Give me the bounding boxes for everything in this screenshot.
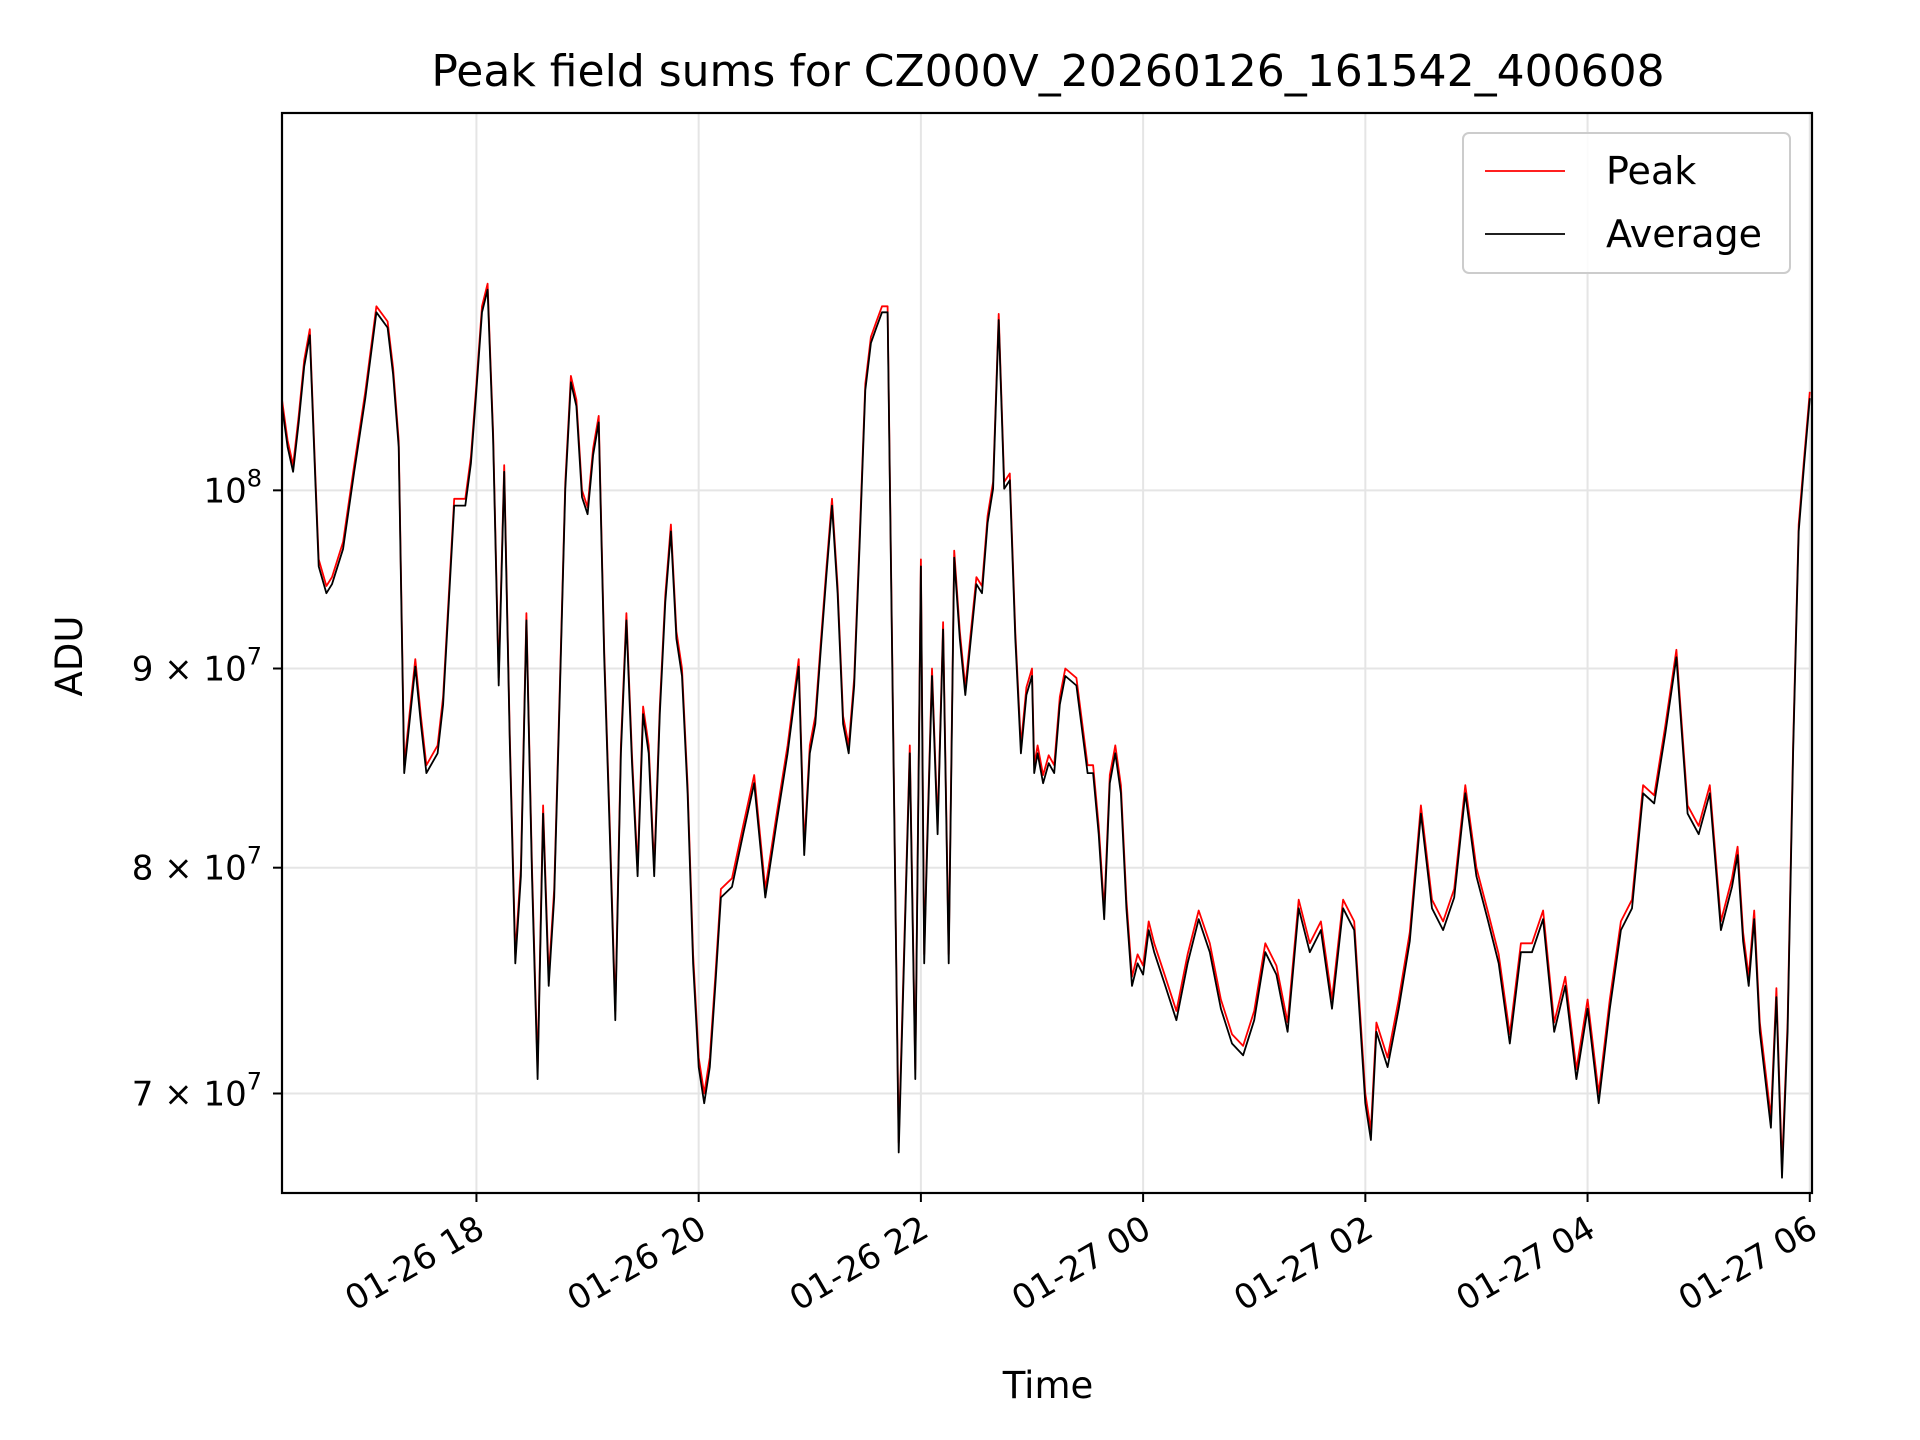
series-line-average (282, 288, 1811, 1179)
y-tick-label: 8 × 107 (132, 842, 262, 889)
chart-title: Peak field sums for CZ000V_20260126_1615… (431, 46, 1664, 97)
y-axis-label: ADU (48, 616, 91, 697)
y-tick-label: 108 (203, 464, 262, 511)
legend-box (1462, 132, 1791, 274)
plot-frame (280, 111, 1814, 1195)
legend: Peak Average (1462, 132, 1791, 274)
legend-label: Peak (1606, 149, 1696, 193)
legend-label: Average (1606, 212, 1762, 256)
x-axis-label: Time (1002, 1364, 1094, 1407)
y-axis: 108 9 × 107 8 × 107 7 × 107 (132, 464, 282, 1114)
y-tick-label: 9 × 107 (132, 643, 262, 690)
y-tick-label: 7 × 107 (132, 1067, 262, 1114)
plot-lines (282, 282, 1811, 1179)
